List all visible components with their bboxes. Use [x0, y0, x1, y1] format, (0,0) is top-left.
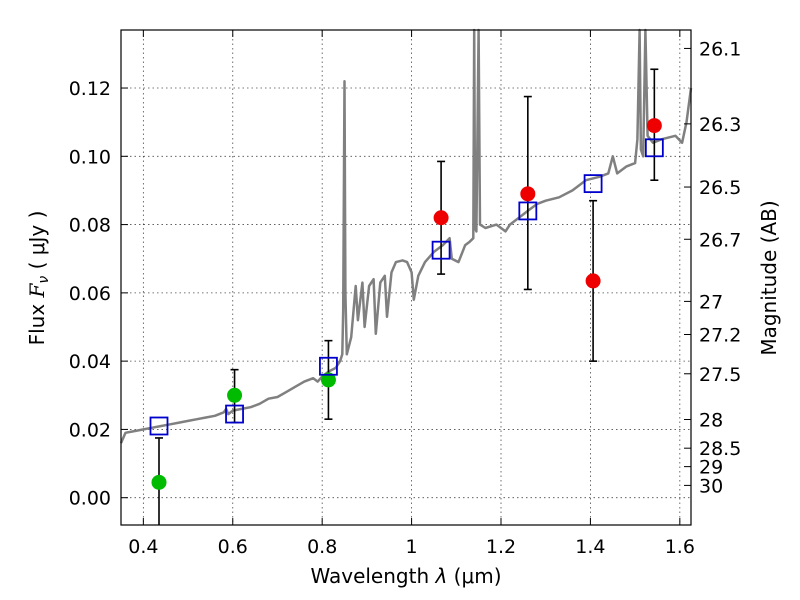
axis-ticks: 0.4 0.6 0.8 1 1.2 1.4 1.6 0.00 0.02 0.04 0.06 0.08 0… — [69, 30, 741, 558]
y2-tick-label: 30 — [699, 475, 723, 497]
model-square — [319, 356, 338, 376]
y2-tick-label: 29 — [699, 457, 723, 479]
y2-tick-label: 26.5 — [699, 177, 741, 199]
green-point — [151, 474, 167, 490]
red-point — [520, 186, 536, 202]
y2-tick-label: 26.7 — [699, 229, 741, 251]
x-tick-label: 0.4 — [128, 536, 158, 558]
y-axis-label: Flux Fν ( μJy ) — [25, 211, 52, 346]
y-tick-label: 0.04 — [69, 351, 111, 373]
data-markers — [149, 118, 664, 490]
x-tick-label: 0.8 — [307, 536, 337, 558]
y2-axis-label: Magnitude (AB) — [757, 200, 781, 355]
green-point — [320, 372, 336, 388]
y2-tick-label: 26.1 — [699, 38, 741, 60]
y-tick-label: 0.12 — [69, 78, 111, 100]
red-point — [585, 273, 601, 289]
y2-tick-label: 28.5 — [699, 438, 741, 460]
model-square — [518, 201, 538, 221]
model-square — [431, 240, 451, 260]
y-tick-label: 0.10 — [69, 146, 111, 168]
y-tick-label: 0.06 — [69, 283, 111, 305]
y2-tick-label: 27 — [699, 291, 723, 313]
y-tick-label: 0.02 — [69, 419, 111, 441]
x-tick-label: 0.6 — [218, 536, 248, 558]
y2-tick-label: 27.2 — [699, 325, 741, 347]
red-point — [646, 118, 662, 134]
model-square — [225, 404, 244, 424]
y2-tick-label: 28 — [699, 410, 723, 432]
model-spectrum-line — [119, 28, 693, 444]
y2-tick-label: 26.3 — [699, 114, 741, 136]
x-tick-label: 1.2 — [486, 536, 516, 558]
x-axis-label: Wavelength λ (μm) — [310, 564, 501, 588]
model-square — [583, 174, 603, 194]
y-tick-label: 0.08 — [69, 215, 111, 237]
green-point — [227, 387, 243, 403]
x-tick-label: 1 — [406, 536, 418, 558]
y2-tick-label: 27.5 — [699, 364, 741, 386]
red-point — [433, 210, 449, 226]
x-tick-label: 1.6 — [665, 536, 695, 558]
model-spectrum — [119, 28, 693, 444]
y-tick-label: 0.00 — [69, 488, 111, 510]
model-square — [644, 138, 664, 158]
model-square — [149, 416, 169, 436]
x-tick-label: 1.4 — [575, 536, 605, 558]
plot-frame — [120, 29, 692, 526]
